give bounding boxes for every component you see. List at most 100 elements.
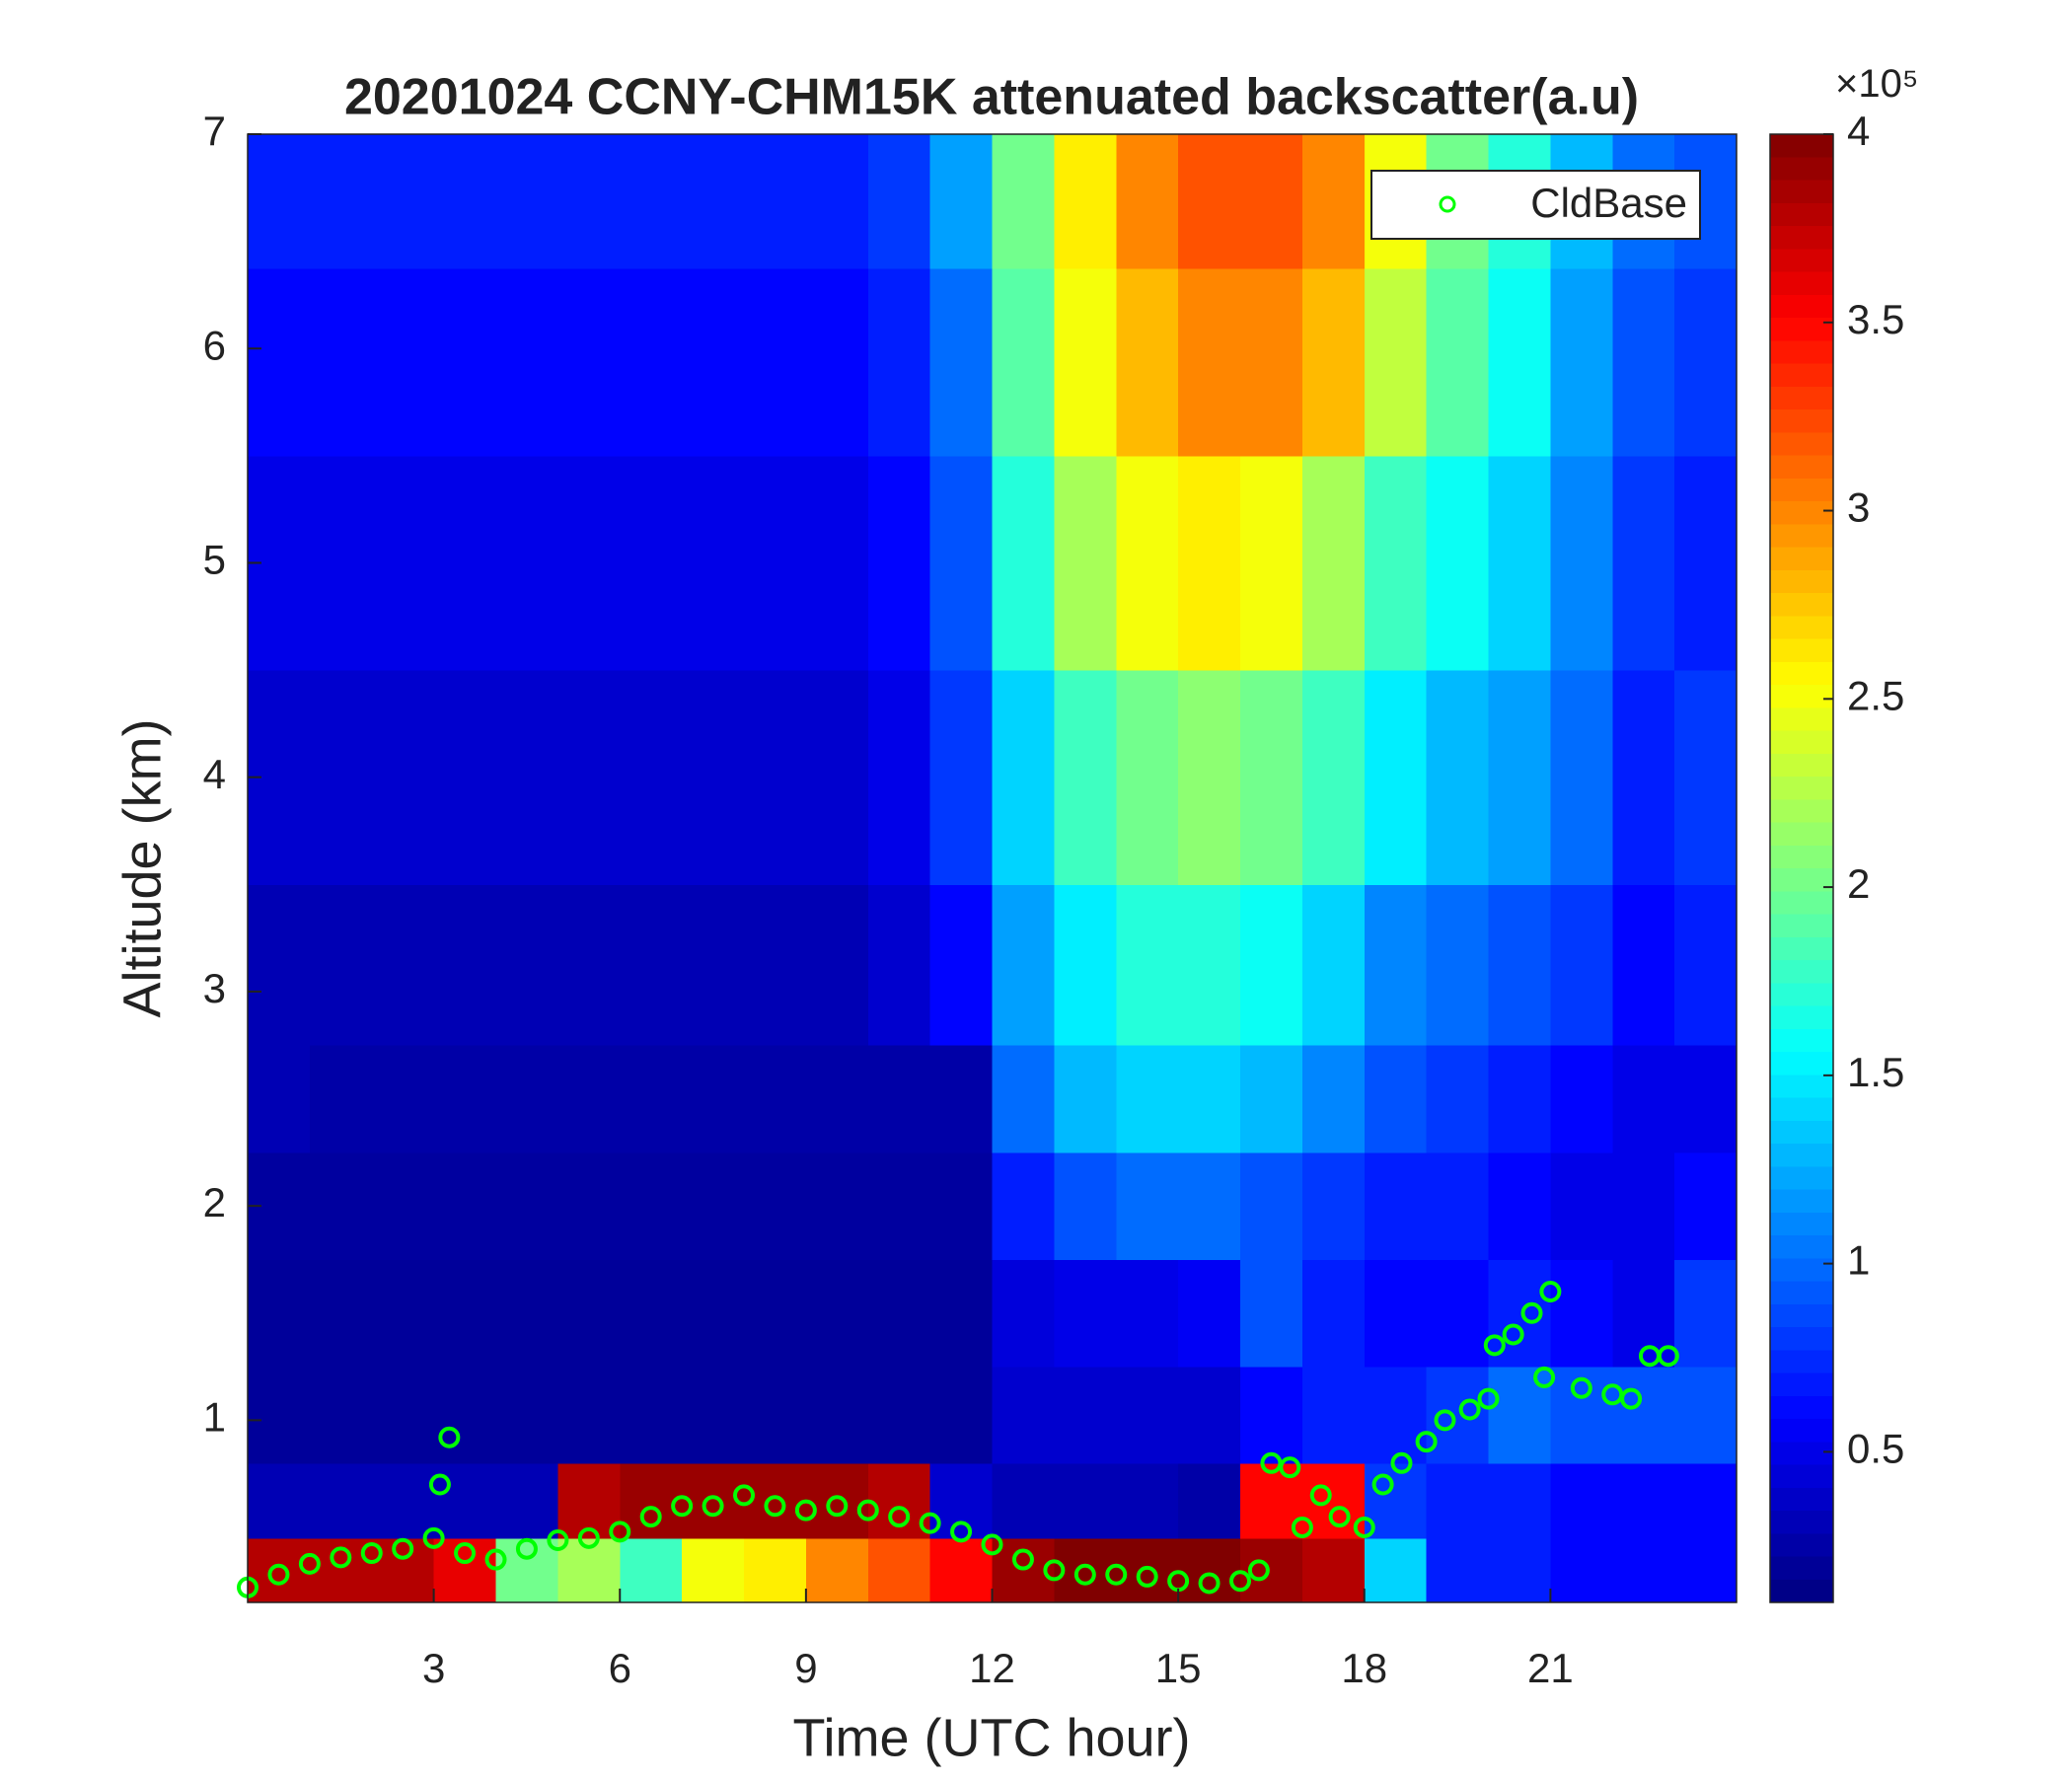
heatmap-cell (1550, 1259, 1613, 1368)
heatmap-cell (1301, 134, 1366, 269)
heatmap-cell (495, 267, 558, 457)
colorbar-band (1770, 1235, 1833, 1259)
cloud-base-point (1458, 1398, 1481, 1421)
colorbar-band (1770, 685, 1833, 708)
colorbar-band (1770, 524, 1833, 549)
cloud-base-point (515, 1537, 538, 1560)
colorbar-band (1770, 1579, 1833, 1603)
heatmap-cell (309, 1462, 373, 1539)
heatmap-cell (1674, 1045, 1738, 1153)
colorbar-band (1770, 983, 1833, 1007)
colorbar-tick-label: 3 (1847, 484, 1870, 531)
heatmap-cell (929, 1151, 993, 1260)
heatmap-cell (1364, 267, 1428, 457)
heatmap-cell (1054, 1259, 1117, 1368)
heatmap-cell (682, 134, 745, 269)
y-tick-label: 2 (203, 1179, 226, 1225)
heatmap-cell (495, 1259, 558, 1368)
colorbar-tick-label: 1 (1847, 1237, 1870, 1284)
cloud-base-point (392, 1537, 414, 1560)
heatmap-cell (433, 1045, 496, 1153)
colorbar-band (1770, 936, 1833, 961)
heatmap-cell (1488, 455, 1551, 671)
colorbar-band (1770, 730, 1833, 755)
cloud-base-point (422, 1526, 445, 1549)
heatmap-cell (1178, 455, 1241, 671)
heatmap-cell (1054, 134, 1117, 269)
heatmap-cell (867, 1367, 931, 1464)
heatmap-cell (744, 267, 807, 457)
heatmap-cell (371, 884, 435, 1046)
heatmap-cell (557, 134, 621, 269)
heatmap-cell (1488, 670, 1551, 885)
heatmap-cell (433, 884, 496, 1046)
heatmap-cell (1550, 1462, 1613, 1539)
heatmap-cell (744, 1045, 807, 1153)
heatmap-cell (805, 884, 869, 1046)
heatmap-cell (682, 1151, 745, 1260)
heatmap-cell (867, 134, 931, 269)
heatmap-cell (805, 134, 869, 269)
colorbar-band (1770, 363, 1833, 388)
heatmap-cell (371, 1537, 435, 1603)
cloud-base-point (1520, 1301, 1543, 1324)
cloud-base-point (671, 1495, 694, 1518)
heatmap-cell (495, 1151, 558, 1260)
cloud-base-point (794, 1499, 817, 1521)
heatmap-cell (309, 1367, 373, 1464)
heatmap-cell (1612, 1537, 1675, 1603)
cloud-base-point (888, 1506, 911, 1528)
heatmap-cell (1426, 1259, 1489, 1368)
heatmap-cell (1674, 670, 1738, 885)
heatmap-cell (1674, 455, 1738, 671)
heatmap-cell (620, 1045, 683, 1153)
colorbar-band (1770, 914, 1833, 938)
heatmap-cell (1364, 1367, 1428, 1464)
colorbar-band (1770, 1212, 1833, 1236)
heatmap-cell (744, 1537, 807, 1603)
heatmap-cell (248, 1045, 311, 1153)
colorbar-band (1770, 1097, 1833, 1122)
heatmap-cell (1054, 1462, 1117, 1539)
heatmap-cell (929, 670, 993, 885)
cloud-base-point (438, 1426, 461, 1448)
cloud-base-point (1533, 1366, 1556, 1388)
heatmap-cell (682, 1367, 745, 1464)
heatmap-cell (1178, 670, 1241, 885)
legend-label: CldBase (1530, 180, 1687, 226)
heatmap-cell (929, 1367, 993, 1464)
chart-title: 20201024 CCNY-CHM15K attenuated backscat… (344, 69, 1639, 126)
cloud-base-point (733, 1484, 755, 1507)
colorbar-band (1770, 1144, 1833, 1167)
heatmap-cell (557, 267, 621, 457)
heatmap-cell (495, 455, 558, 671)
heatmap-cell (1550, 670, 1613, 885)
colorbar-band (1770, 661, 1833, 686)
colorbar-band (1770, 753, 1833, 778)
colorbar-band (1770, 1120, 1833, 1145)
y-tick-label: 4 (203, 751, 226, 797)
heatmap-cell (371, 134, 435, 269)
heatmap-cell (620, 1367, 683, 1464)
heatmap-cell (682, 884, 745, 1046)
heatmap-cell (1612, 670, 1675, 885)
heatmap-cell (1301, 267, 1366, 457)
heatmap-cell (1488, 267, 1551, 457)
colorbar-band (1770, 455, 1833, 480)
heatmap-cell (1116, 267, 1179, 457)
colorbar-band (1770, 1395, 1833, 1420)
heatmap-cell (1116, 1462, 1179, 1539)
cloud-base-point (1247, 1559, 1270, 1582)
cloud-base-point (856, 1499, 879, 1521)
cloud-base-point (1309, 1484, 1332, 1507)
heatmap-cell (1178, 1151, 1241, 1260)
heatmap-cell (1301, 1537, 1366, 1603)
heatmap-cell (495, 1045, 558, 1153)
heatmap-cell (433, 1151, 496, 1260)
cloud-base-point (1539, 1281, 1562, 1303)
heatmap-cell (992, 267, 1055, 457)
heatmap-cell (805, 1045, 869, 1153)
colorbar-band (1770, 1028, 1833, 1053)
y-axis-label: Altitude (km) (112, 718, 172, 1017)
heatmap-cell (867, 1259, 931, 1368)
